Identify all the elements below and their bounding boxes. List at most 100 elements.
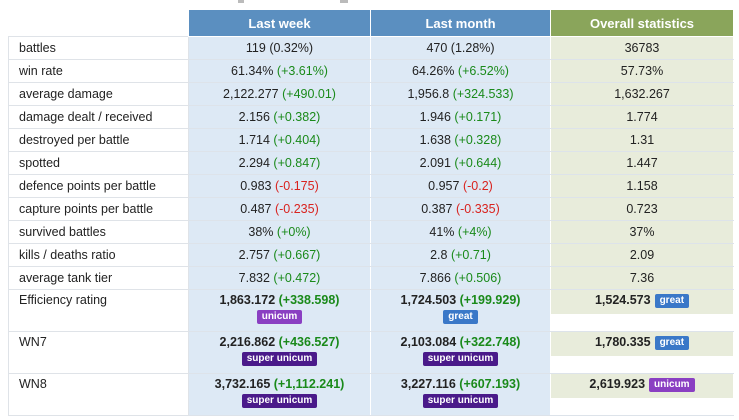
- table-row: damage dealt / received 2.156 (+0.382) 1.9…: [8, 105, 734, 129]
- stat-value: 1,956.8: [407, 87, 450, 101]
- top-strip: [0, 0, 739, 8]
- stat-cell: 61.34% (+3.61%): [188, 59, 371, 83]
- stat-cell: 470 (1.28%): [370, 36, 551, 60]
- row-label: spotted: [8, 151, 189, 175]
- stat-value: 2.8: [430, 248, 448, 262]
- overall-cell: 1.158: [550, 174, 734, 198]
- overall-value: 1,632.267: [614, 87, 670, 101]
- stat-delta: (+3.61%): [276, 64, 328, 78]
- rating-row: WN7 2,216.862 (+436.527) super unicum 2,103…: [8, 331, 734, 374]
- overall-cell: 37%: [550, 220, 734, 244]
- rating-badge: unicum: [256, 310, 303, 324]
- rating-delta: (+199.929): [459, 293, 521, 307]
- rating-value: 1,724.503: [400, 293, 457, 307]
- rating-value-line: 3,732.165 (+1,112.241): [189, 374, 370, 391]
- rating-label: Efficiency rating: [8, 289, 189, 332]
- table-row: destroyed per battle 1.714 (+0.404) 1.638 …: [8, 128, 734, 152]
- statistics-table: Last week Last month Overall statistics …: [8, 9, 734, 416]
- row-label: battles: [8, 36, 189, 60]
- stat-delta: (+490.01): [282, 87, 336, 101]
- table-row: defence points per battle 0.983 (-0.175) 0…: [8, 174, 734, 198]
- stat-cell: 119 (0.32%): [188, 36, 371, 60]
- overall-cell: 36783: [550, 36, 734, 60]
- stat-delta: (+4%): [457, 225, 492, 239]
- row-label: capture points per battle: [8, 197, 189, 221]
- stat-cell: 2.294 (+0.847): [188, 151, 371, 175]
- header-last-month: Last month: [370, 9, 551, 37]
- row-label: average damage: [8, 82, 189, 106]
- stat-delta: (1.28%): [450, 41, 495, 55]
- stat-cell: 41% (+4%): [370, 220, 551, 244]
- stat-value: 2.091: [419, 156, 451, 170]
- rating-value: 3,227.116: [400, 377, 456, 391]
- overall-value: 1.774: [626, 110, 658, 124]
- overall-value: 1.158: [626, 179, 658, 193]
- cell-lower-area: [551, 398, 733, 415]
- overall-rating-cell: 1,780.335 great: [550, 331, 734, 374]
- stat-cell: 0.487 (-0.235): [188, 197, 371, 221]
- stat-value: 7.866: [419, 271, 451, 285]
- rating-value-line: 2,103.084 (+322.748): [371, 332, 550, 349]
- rating-badge: super unicum: [422, 394, 499, 408]
- stat-value: 0.487: [240, 202, 272, 216]
- overall-cell: 2.09: [550, 243, 734, 267]
- stat-cell: 2.156 (+0.382): [188, 105, 371, 129]
- stat-delta: (-0.235): [274, 202, 319, 216]
- rating-cell: 3,732.165 (+1,112.241) super unicum: [188, 373, 371, 416]
- rating-delta: (+436.527): [278, 335, 340, 349]
- overall-value: 2.09: [629, 248, 655, 262]
- stat-value: 1.638: [419, 133, 451, 147]
- stat-value: 2.294: [238, 156, 270, 170]
- overall-value: 1.447: [626, 156, 658, 170]
- overall-cell: 0.723: [550, 197, 734, 221]
- rating-badge: great: [443, 310, 478, 324]
- overall-rating-badge: great: [654, 293, 690, 308]
- header-overall-statistics: Overall statistics: [550, 9, 734, 37]
- overall-cell: 1.774: [550, 105, 734, 129]
- stat-delta: (+0.404): [273, 133, 321, 147]
- table-row: win rate 61.34% (+3.61%) 64.26% (+6.52%) 57…: [8, 59, 734, 83]
- stat-delta: (+0.667): [273, 248, 321, 262]
- stat-cell: 1.638 (+0.328): [370, 128, 551, 152]
- stat-delta: (+0.644): [454, 156, 502, 170]
- rating-cell: 2,103.084 (+322.748) super unicum: [370, 331, 551, 374]
- stat-cell: 1,956.8 (+324.533): [370, 82, 551, 106]
- overall-value: 0.723: [626, 202, 658, 216]
- stat-value: 7.832: [238, 271, 270, 285]
- rating-cell: 1,724.503 (+199.929) great: [370, 289, 551, 332]
- header-blank: [8, 9, 189, 37]
- overall-rating-cell: 1,524.573 great: [550, 289, 734, 332]
- overall-value: 7.36: [629, 271, 655, 285]
- stat-cell: 0.957 (-0.2): [370, 174, 551, 198]
- rating-value-line: 1,863.172 (+338.598): [189, 290, 370, 307]
- stat-value: 38%: [248, 225, 274, 239]
- overall-cell: 57.73%: [550, 59, 734, 83]
- stat-cell: 2.091 (+0.644): [370, 151, 551, 175]
- stat-cell: 0.983 (-0.175): [188, 174, 371, 198]
- overall-cell: 1,632.267: [550, 82, 734, 106]
- rating-cell: 3,227.116 (+607.193) super unicum: [370, 373, 551, 416]
- stat-delta: (+0.472): [273, 271, 321, 285]
- rating-badge: super unicum: [241, 394, 318, 408]
- stat-cell: 2,122.277 (+490.01): [188, 82, 371, 106]
- overall-rating-line: 1,524.573 great: [551, 290, 733, 308]
- table-row: capture points per battle 0.487 (-0.235) 0…: [8, 197, 734, 221]
- stat-cell: 7.832 (+0.472): [188, 266, 371, 290]
- rating-label: WN8: [8, 373, 189, 416]
- stat-delta: (+0.71): [450, 248, 491, 262]
- stat-delta: (+0.328): [454, 133, 502, 147]
- stat-value: 0.983: [240, 179, 272, 193]
- rating-badge: super unicum: [241, 352, 318, 366]
- row-label: destroyed per battle: [8, 128, 189, 152]
- stat-cell: 38% (+0%): [188, 220, 371, 244]
- table-row: average tank tier 7.832 (+0.472) 7.866 (+0…: [8, 266, 734, 290]
- header-row: Last week Last month Overall statistics: [8, 9, 734, 37]
- rating-row: Efficiency rating 1,863.172 (+338.598) uni…: [8, 289, 734, 332]
- stat-delta: (+0.171): [454, 110, 502, 124]
- rating-value: 1,863.172: [219, 293, 276, 307]
- stat-value: 1.714: [238, 133, 270, 147]
- overall-rating-value: 1,524.573: [594, 293, 651, 307]
- overall-rating-badge: unicum: [649, 377, 695, 392]
- stat-delta: (+0%): [276, 225, 311, 239]
- stat-cell: 1.714 (+0.404): [188, 128, 371, 152]
